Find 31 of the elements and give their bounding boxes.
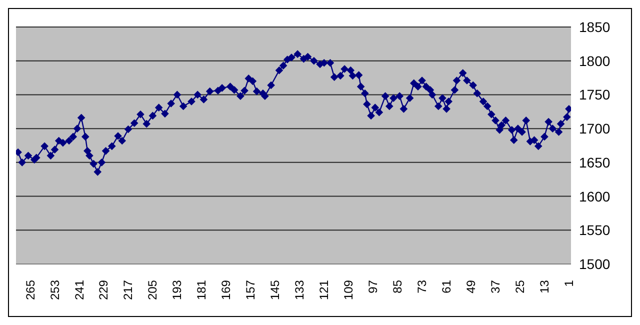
- x-tick-label: 265: [23, 280, 38, 300]
- x-tick-label: 25: [512, 280, 527, 294]
- y-tick-label: 1500: [579, 256, 610, 272]
- y-tick-label: 1700: [579, 120, 610, 137]
- x-tick-label: 229: [96, 280, 111, 300]
- x-tick-label: 181: [194, 280, 209, 300]
- x-tick-label: 217: [121, 280, 136, 300]
- x-tick-label: 145: [268, 280, 282, 300]
- x-tick-label: 169: [219, 280, 234, 300]
- x-tick-label: 73: [415, 280, 430, 294]
- x-tick-label: 121: [317, 280, 332, 300]
- x-tick-label: 37: [488, 280, 503, 294]
- x-tick-label: 13: [537, 280, 552, 294]
- x-tick-label: 205: [146, 280, 160, 300]
- x-tick-label: 253: [48, 280, 62, 300]
- y-tick-label: 1600: [579, 188, 610, 204]
- y-tick-label: 1750: [579, 86, 610, 103]
- y-tick-label: 1800: [579, 52, 610, 69]
- x-tick-label: 193: [170, 280, 184, 300]
- x-tick-label: 1: [562, 280, 576, 287]
- y-tick-label: 1650: [579, 154, 610, 170]
- x-tick-label: 85: [390, 280, 405, 294]
- y-tick-label: 1850: [579, 18, 610, 35]
- x-tick-label: 49: [464, 280, 478, 294]
- x-tick-label: 97: [366, 280, 380, 294]
- x-tick-label: 157: [244, 280, 258, 300]
- x-tick-label: 133: [292, 280, 307, 300]
- y-tick-label: 1550: [579, 222, 610, 238]
- x-tick-label: 109: [342, 280, 356, 300]
- x-tick-label: 241: [72, 280, 86, 300]
- x-tick-label: 61: [440, 280, 454, 294]
